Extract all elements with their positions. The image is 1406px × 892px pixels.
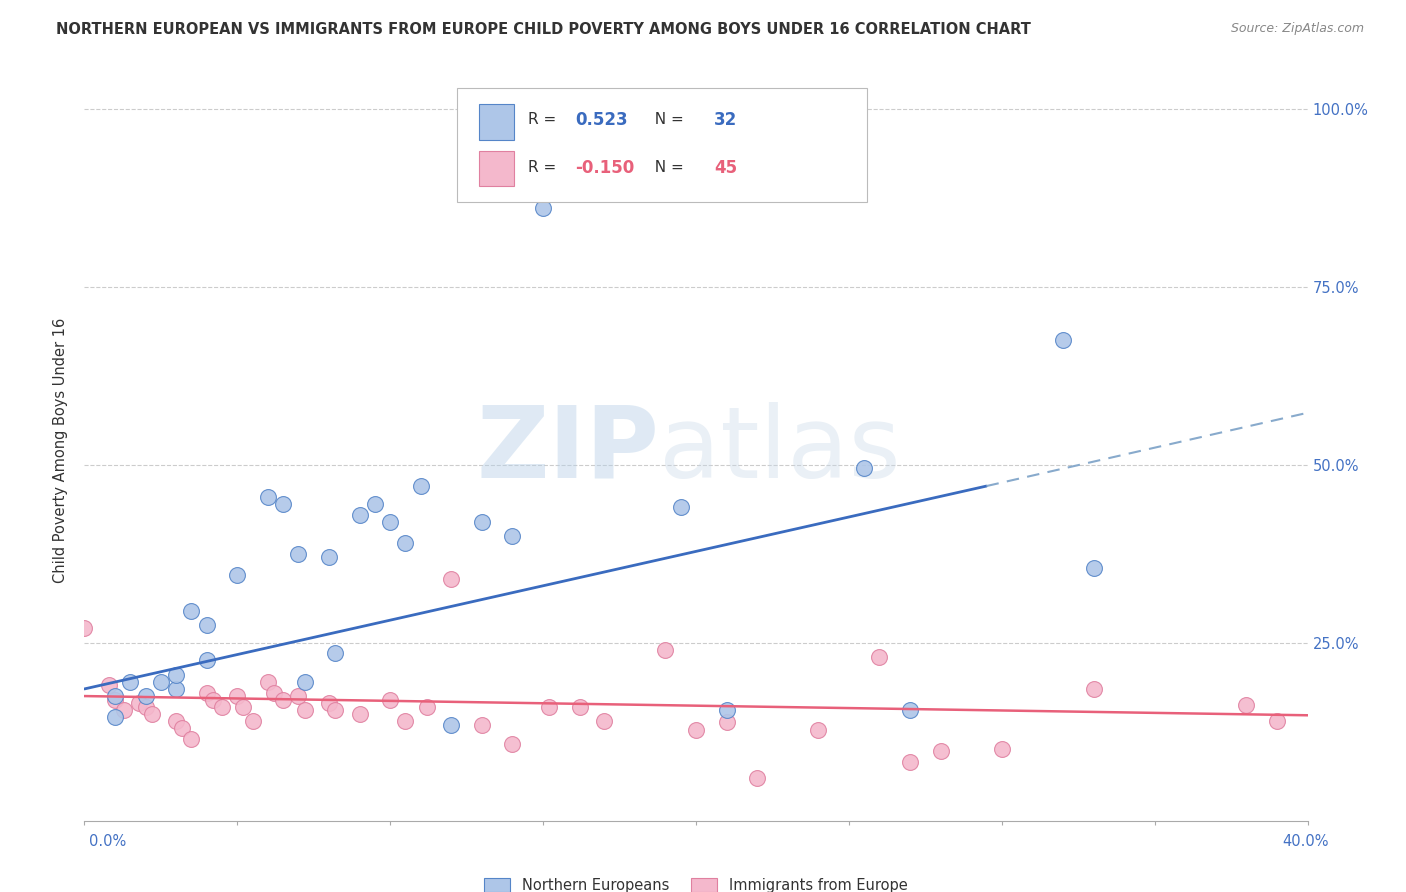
Text: Source: ZipAtlas.com: Source: ZipAtlas.com [1230,22,1364,36]
Point [898,756,921,770]
Point [531,202,554,216]
Point [1236,698,1258,713]
Point [294,674,316,689]
Point [380,692,402,706]
FancyBboxPatch shape [457,87,868,202]
Point [172,721,194,735]
Point [929,744,952,758]
Point [1265,714,1288,728]
Text: NORTHERN EUROPEAN VS IMMIGRANTS FROM EUROPE CHILD POVERTY AMONG BOYS UNDER 16 CO: NORTHERN EUROPEAN VS IMMIGRANTS FROM EUR… [56,22,1031,37]
Point [165,714,187,728]
Point [180,731,202,746]
Point [502,737,524,751]
Point [869,649,891,664]
Point [195,618,218,632]
Point [180,604,202,618]
Point [409,479,432,493]
Point [898,703,921,717]
Bar [479,104,513,139]
Point [538,699,561,714]
Text: 32: 32 [714,111,738,128]
Point [502,529,524,543]
Text: -0.150: -0.150 [575,159,634,177]
Text: 0.0%: 0.0% [89,834,125,849]
Point [128,696,150,710]
Point [1083,681,1105,696]
Point [349,706,371,721]
Point [716,715,738,730]
Text: atlas: atlas [659,402,901,499]
Point [195,685,218,699]
Point [104,689,127,703]
Text: 40.0%: 40.0% [1282,834,1329,849]
Point [211,699,233,714]
Point [471,515,494,529]
Point [257,490,280,504]
Point [323,646,346,660]
Point [685,723,707,737]
Text: N =: N = [644,112,688,127]
Point [135,699,157,714]
Text: 45: 45 [714,159,737,177]
Point [201,692,224,706]
Point [349,508,371,522]
Point [149,674,172,689]
Legend: Northern Europeans, Immigrants from Europe: Northern Europeans, Immigrants from Euro… [478,871,914,892]
Point [416,699,439,714]
Point [242,714,264,728]
Point [318,696,340,710]
Point [991,742,1014,756]
Point [263,685,285,699]
Text: 0.523: 0.523 [575,111,627,128]
Text: N =: N = [644,161,688,175]
Point [669,500,692,515]
Point [323,703,346,717]
Text: R =: R = [529,161,561,175]
Point [440,717,463,731]
Point [287,689,309,703]
Point [120,674,142,689]
Point [165,667,187,681]
Point [165,681,187,696]
Point [654,642,676,657]
Point [471,717,494,731]
Point [593,714,616,728]
Point [271,692,294,706]
Point [294,703,316,717]
Point [440,572,463,586]
Point [271,497,294,511]
Point [104,692,127,706]
Point [141,706,163,721]
Point [195,653,218,667]
Point [287,547,309,561]
Point [73,622,96,636]
Point [318,550,340,565]
Point [1052,333,1074,347]
Point [394,536,416,550]
Point [807,723,830,737]
Point [135,689,157,703]
Point [568,699,591,714]
Point [226,689,249,703]
Point [380,515,402,529]
Point [232,699,254,714]
Point [716,703,738,717]
Point [112,703,135,717]
Point [104,710,127,724]
Point [364,497,387,511]
Bar [479,151,513,186]
Point [747,771,769,785]
Point [853,461,876,475]
Point [226,568,249,582]
Point [257,674,280,689]
Point [97,678,120,692]
Text: R =: R = [529,112,561,127]
Text: ZIP: ZIP [477,402,659,499]
Point [1083,561,1105,575]
Y-axis label: Child Poverty Among Boys Under 16: Child Poverty Among Boys Under 16 [53,318,69,583]
Point [394,714,416,728]
